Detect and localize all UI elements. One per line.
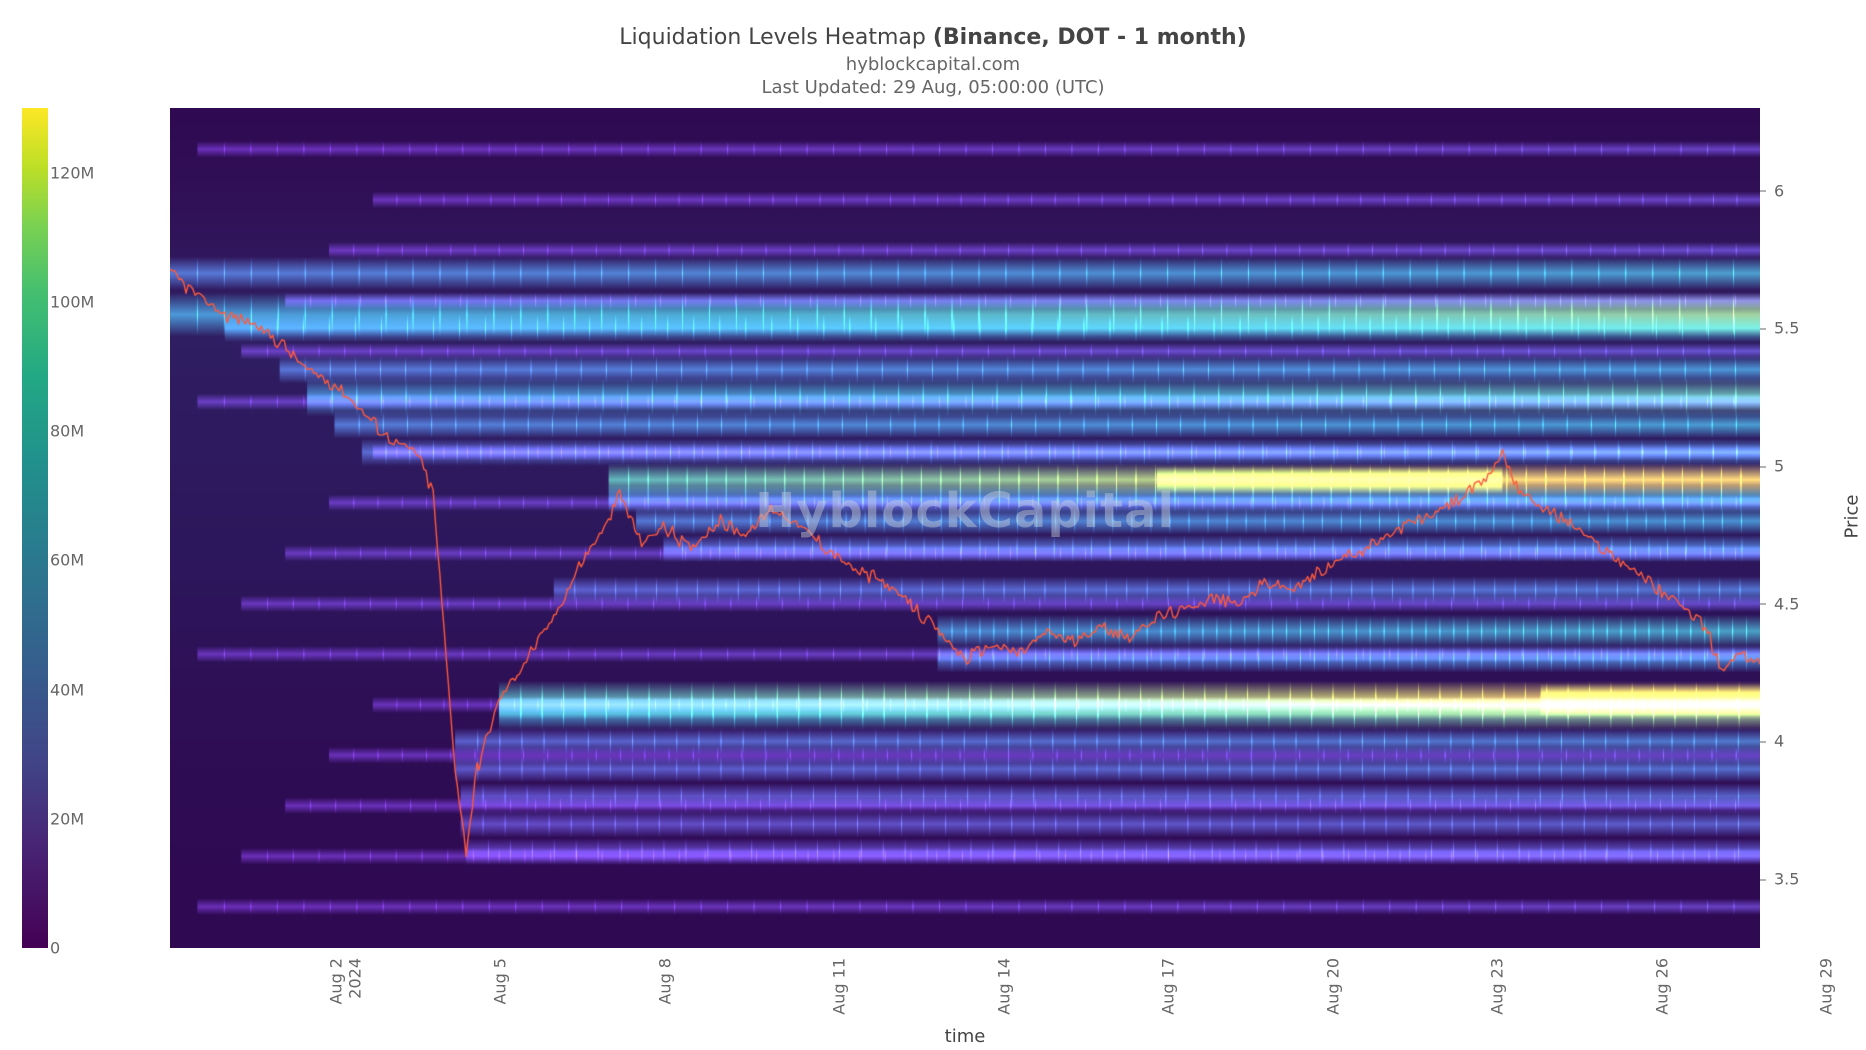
colorbar-tick: 60M <box>50 551 84 570</box>
colorbar-tick: 0 <box>50 939 60 958</box>
chart-subtitle-updated: Last Updated: 29 Aug, 05:00:00 (UTC) <box>0 76 1866 99</box>
chart-title-bold: (Binance, DOT - 1 month) <box>933 25 1247 50</box>
y-tick: 5 <box>1774 457 1784 476</box>
x-tick: Aug 14 <box>994 958 1013 1015</box>
y-tick: 5.5 <box>1774 319 1799 338</box>
colorbar-tick: 20M <box>50 809 84 828</box>
x-tick: Aug 17 <box>1159 958 1178 1015</box>
chart-title-block: Liquidation Levels Heatmap (Binance, DOT… <box>0 24 1866 99</box>
chart-title: Liquidation Levels Heatmap (Binance, DOT… <box>0 24 1866 53</box>
page: Liquidation Levels Heatmap (Binance, DOT… <box>0 0 1866 1050</box>
x-tick: Aug 2 2024 <box>326 958 364 1005</box>
x-tick: Aug 11 <box>830 958 849 1015</box>
y-tick: 4.5 <box>1774 594 1799 613</box>
x-tick: Aug 20 <box>1323 958 1342 1015</box>
x-tick: Aug 26 <box>1652 958 1671 1015</box>
chart-title-prefix: Liquidation Levels Heatmap <box>619 25 933 50</box>
x-tick: Aug 23 <box>1488 958 1507 1015</box>
price-line-canvas <box>170 108 1760 948</box>
x-axis-label: time <box>945 1026 986 1047</box>
y-tick: 4 <box>1774 732 1784 751</box>
x-tick: Aug 8 <box>655 958 674 1005</box>
y-tick: 6 <box>1774 181 1784 200</box>
colorbar-tick: 120M <box>50 163 94 182</box>
chart-subtitle-site: hyblockcapital.com <box>0 53 1866 76</box>
y-axis-label: Price <box>1841 495 1862 539</box>
y-tick: 3.5 <box>1774 870 1799 889</box>
colorbar-tick: 40M <box>50 680 84 699</box>
colorbar <box>22 108 48 948</box>
colorbar-tick: 100M <box>50 292 94 311</box>
heatmap-plot: HyblockCapital <box>170 108 1760 948</box>
x-tick: Aug 29 <box>1817 958 1836 1015</box>
colorbar-tick: 80M <box>50 422 84 441</box>
x-tick: Aug 5 <box>491 958 510 1005</box>
